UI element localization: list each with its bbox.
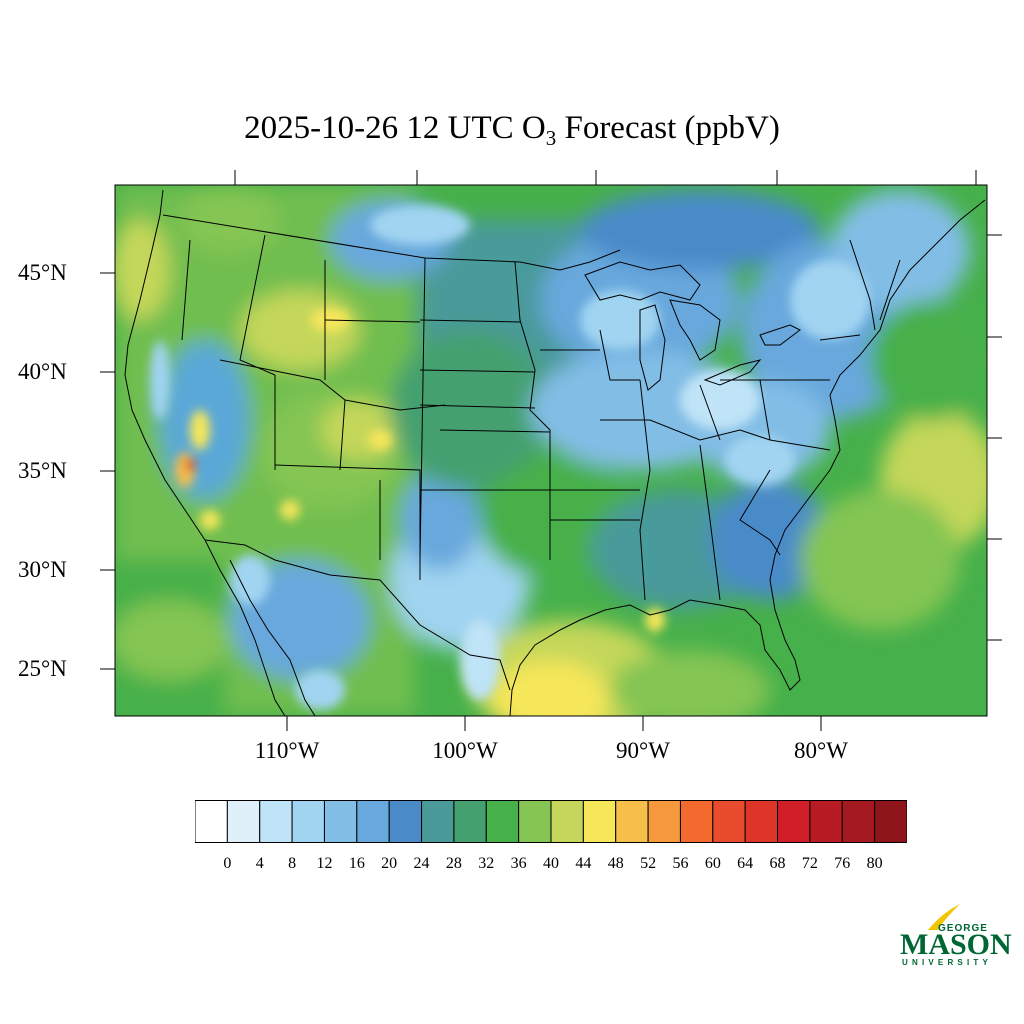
lon-label-110w: 110°W <box>254 738 320 763</box>
boundaries <box>124 189 986 716</box>
lat-label-25: 25°N <box>18 656 67 681</box>
colorbar-swatch <box>712 800 746 843</box>
colorbar-tick-label: 12 <box>316 855 333 872</box>
colorbar-tick-label: 28 <box>445 855 462 872</box>
colorbar-tick-label: 16 <box>348 855 365 872</box>
colorbar-tick-label: 56 <box>672 855 689 872</box>
colorbar-swatch <box>518 800 552 843</box>
colorbar-swatch <box>550 800 584 843</box>
colorbar-tick-label: 76 <box>834 855 851 872</box>
colorbar-swatch <box>453 800 487 843</box>
right-ticks <box>987 234 1002 641</box>
left-ticks <box>100 272 115 670</box>
colorbar-tick-label: 32 <box>478 855 495 872</box>
lat-label-45: 45°N <box>18 260 67 285</box>
colorbar-tick-label: 64 <box>737 855 754 872</box>
colorbar-tick-label: 40 <box>543 855 559 872</box>
colorbar-tick-label: 20 <box>381 855 398 872</box>
lat-label-30: 30°N <box>18 557 67 582</box>
colorbar-tick-label: 0 <box>223 855 232 872</box>
colorbar-tick-label: 48 <box>607 855 624 872</box>
colorbar-swatch <box>582 800 617 843</box>
logo-university: UNIVERSITY <box>902 958 993 967</box>
logo-swoosh-icon <box>928 904 960 930</box>
colorbar-swatch <box>679 800 714 843</box>
map-frame <box>114 184 988 717</box>
colorbar-swatch <box>356 800 390 843</box>
colorbar-swatch <box>615 800 649 843</box>
title-prefix: 2025-10-26 12 UTC O <box>244 110 546 146</box>
colorbar-swatch <box>744 800 779 843</box>
logo-mason: MASON <box>900 928 1012 961</box>
lat-label-40: 40°N <box>18 359 67 384</box>
top-ticks <box>234 170 977 185</box>
title-subscript: 3 <box>545 126 557 150</box>
colorbar-swatch <box>226 800 261 843</box>
colorbar-tick-label: 24 <box>413 855 430 872</box>
colorbar-tick-label: 4 <box>255 855 264 872</box>
colorbar-swatch <box>809 800 843 843</box>
colorbar-swatch <box>841 800 876 843</box>
bottom-ticks <box>286 716 822 731</box>
colorbar-swatch <box>647 800 681 843</box>
colorbar-swatch <box>291 800 325 843</box>
lon-label-80w: 80°W <box>794 738 848 763</box>
colorbar-swatch <box>874 800 907 843</box>
colorbar-swatch <box>485 800 520 843</box>
ozone-field <box>115 185 987 716</box>
colorbar-tick-label: 8 <box>288 855 297 872</box>
lon-label-90w: 90°W <box>616 738 670 763</box>
colorbar-tick-label: 44 <box>575 855 592 872</box>
title-suffix: Forecast (ppbV) <box>556 110 780 146</box>
colorbar-swatch <box>777 800 811 843</box>
colorbar-tick-label: 60 <box>704 855 721 872</box>
logo-george: GEORGE <box>938 923 988 934</box>
colorbar-tick-label: 68 <box>769 855 786 872</box>
colorbar-swatch <box>195 800 228 843</box>
colorbar-swatch <box>259 800 293 843</box>
colorbar-tick-label: 52 <box>640 855 657 872</box>
colorbar-tick-label: 36 <box>510 855 527 872</box>
colorbar-swatch <box>388 800 423 843</box>
george-mason-logo: GEORGE MASON UNIVERSITY <box>898 900 1012 968</box>
colorbar-swatch <box>323 800 358 843</box>
colorbar-tick-label: 72 <box>801 855 818 872</box>
map-title: 2025-10-26 12 UTC O3 Forecast (ppbV) <box>0 108 1024 150</box>
lat-label-35: 35°N <box>18 458 67 483</box>
colorbar <box>195 800 907 843</box>
lon-label-100w: 100°W <box>432 738 498 763</box>
colorbar-swatch <box>421 800 455 843</box>
colorbar-tick-label: 80 <box>866 855 883 872</box>
